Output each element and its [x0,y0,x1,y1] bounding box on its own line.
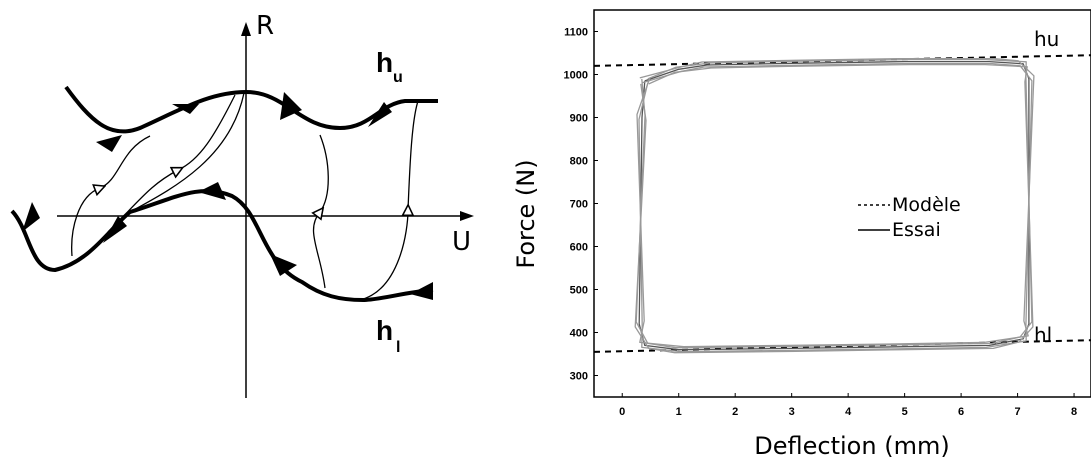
y-tick-label: 700 [570,199,588,211]
y-tick-label: 1100 [564,27,588,39]
x-axis-arrow-icon [460,211,474,221]
y-axis-title: Force (N) [512,159,540,268]
annotation-hu: hu [1034,27,1059,51]
test-cycle-line [638,62,1033,353]
upper-arrow-icon [368,102,392,127]
x-tick-label: 1 [676,406,682,418]
hysteresis-diagram: R U h u h l [10,11,474,398]
lower-arrow-icon [103,216,127,243]
x-tick-label: 7 [1015,406,1021,418]
transition-curve [107,94,236,233]
annotation-hl: hl [1034,323,1052,347]
plot-frame [593,9,1091,398]
y-tick-label: 600 [570,242,588,254]
x-tick-label: 6 [958,406,964,418]
lower-arrow-icon [198,182,226,200]
y-tick-label: 900 [570,113,588,125]
x-tick-label: 3 [789,406,795,418]
lower-curve-label: h [376,315,393,346]
x-tick-label: 4 [845,406,852,418]
transition-curve [71,135,151,257]
y-tick-label: 400 [570,328,588,340]
y-axis-arrow-icon [241,22,251,36]
upper-arrow-icon [280,92,302,120]
upper-curve-label: h [376,47,393,78]
x-tick-label: 0 [619,406,625,418]
upper-envelope-curve [64,85,438,134]
transition-curve [129,92,245,213]
test-cycle-line [636,57,1035,348]
legend-model-label: Modèle [892,194,961,216]
model-line [593,54,1091,67]
y-tick-label: 1000 [564,70,588,82]
x-axis-label: U [452,227,471,257]
y-tick-label: 800 [570,156,588,168]
force-deflection-chart: 0 1 2 3 4 5 6 7 8 300 400 500 600 700 800 900 1000 1100 D… [512,9,1091,460]
lower-envelope-curve [10,188,434,303]
test-cycle-line [634,63,1034,354]
lower-arrow-icon [270,254,297,276]
transition-curve [314,134,329,289]
y-tick-label: 300 [570,371,588,383]
transition-curve [359,100,419,301]
lower-arrow-icon [22,202,40,232]
x-tick-label: 2 [732,406,738,418]
legend: Modèle Essai [858,194,961,241]
lower-curve-subscript: l [396,339,400,356]
lower-arrow-icon [410,282,433,300]
y-axis-label: R [256,11,274,41]
upper-curve-subscript: u [393,69,403,86]
x-axis-title: Deflection (mm) [754,432,949,460]
upper-arrow-icon [96,135,122,152]
y-tick-label: 500 [570,285,588,297]
upper-arrow-icon [172,104,199,114]
x-tick-label: 8 [1071,406,1077,418]
legend-test-label: Essai [892,219,941,241]
x-tick-label: 5 [902,406,908,418]
tick-layer: 0 1 2 3 4 5 6 7 8 300 400 500 600 700 800 900 1000 1100 [564,27,1078,419]
plot-layer [593,54,1091,354]
